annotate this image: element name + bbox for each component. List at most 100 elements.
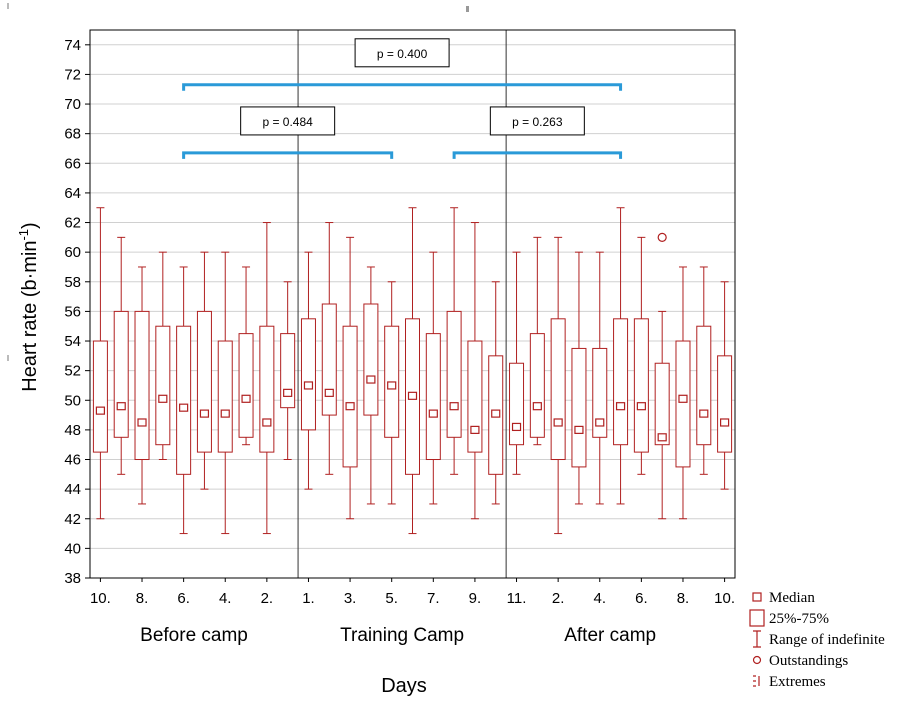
y-tick-label: 38 xyxy=(64,570,81,587)
significance-bracket: p = 0.484 xyxy=(182,106,394,159)
y-axis-title: Heart rate (b·min-1) xyxy=(16,222,41,391)
box-27 xyxy=(633,236,649,475)
box-7 xyxy=(217,251,233,535)
box-iqr xyxy=(217,340,233,453)
box-iqr xyxy=(155,325,171,446)
box-8 xyxy=(238,266,254,446)
box-13 xyxy=(342,236,358,520)
median-marker xyxy=(179,403,189,412)
legend-range-symbol xyxy=(753,630,761,648)
median-marker xyxy=(615,402,626,411)
box-28 xyxy=(654,232,670,520)
x-tick-label: 2. xyxy=(552,590,565,607)
box-iqr xyxy=(363,303,379,416)
box-24 xyxy=(571,251,587,505)
box-iqr xyxy=(550,318,566,461)
y-tick-label: 56 xyxy=(64,303,81,320)
box-3 xyxy=(134,266,150,505)
bracket-line xyxy=(452,151,623,159)
y-tick-label: 68 xyxy=(64,126,81,143)
bracket-line xyxy=(182,83,623,91)
median-marker xyxy=(137,418,147,427)
y-tick-label: 58 xyxy=(64,274,81,291)
box-iqr xyxy=(196,310,212,453)
outlier-point xyxy=(657,232,667,242)
box-iqr xyxy=(176,325,192,475)
legend-item-range: Range of indefinite xyxy=(753,630,885,648)
box-iqr xyxy=(488,355,504,475)
x-tick-label: 8. xyxy=(136,590,149,607)
corner-handle-mark xyxy=(7,3,9,9)
legend-item-extreme: Extremes xyxy=(753,674,826,690)
box-12 xyxy=(321,222,337,475)
box-iqr xyxy=(134,310,150,461)
median-marker xyxy=(158,394,168,403)
p-value-box xyxy=(240,106,336,136)
box-30 xyxy=(696,266,712,475)
plot-frame xyxy=(89,29,736,579)
box-15 xyxy=(384,281,400,505)
box-5 xyxy=(176,266,192,535)
box-25 xyxy=(592,251,608,505)
y-axis-ticks: 38 40 42 44 46 48 50 52 54 56 58 60 62 64 66 68 70 72 74 xyxy=(64,37,90,587)
box-16 xyxy=(405,207,420,535)
p-value-label: p = 0.484 xyxy=(262,115,313,129)
significance-bracket: p = 0.400 xyxy=(182,38,623,91)
box-6 xyxy=(196,251,212,490)
median-marker xyxy=(511,422,522,432)
p-value-box xyxy=(354,38,450,68)
y-tick-label: 52 xyxy=(64,363,81,380)
top-handle-mark xyxy=(466,6,469,12)
box-10 xyxy=(280,281,296,461)
y-axis-title-tail: ) xyxy=(19,222,41,229)
box-18 xyxy=(446,207,462,475)
significance-annotations: p = 0.400 p = 0.484 p = 0.263 xyxy=(182,38,623,159)
y-tick-label: 50 xyxy=(64,392,81,409)
box-14 xyxy=(363,266,379,505)
y-tick-label: 66 xyxy=(64,155,81,172)
median-marker xyxy=(428,409,438,418)
box-26 xyxy=(613,207,629,505)
box-17 xyxy=(425,251,441,505)
box-series xyxy=(92,207,733,535)
x-tick-label: 8. xyxy=(677,590,690,607)
group-labels: Before camp Training Camp After camp xyxy=(140,625,656,646)
box-iqr xyxy=(571,347,587,468)
box-iqr xyxy=(238,333,254,438)
x-tick-label: 4. xyxy=(219,590,232,607)
box-20 xyxy=(488,281,504,505)
box-iqr xyxy=(675,340,691,468)
x-tick-label: 10. xyxy=(714,590,735,607)
median-marker xyxy=(491,409,501,418)
box-iqr xyxy=(321,303,337,416)
legend-median-symbol xyxy=(752,592,762,602)
y-tick-label: 64 xyxy=(64,185,81,202)
box-iqr xyxy=(92,340,108,453)
median-marker xyxy=(95,406,106,415)
median-marker xyxy=(407,391,418,400)
y-tick-label: 62 xyxy=(64,215,81,232)
bracket-line xyxy=(182,151,394,159)
median-marker xyxy=(636,402,646,411)
legend-label: Extremes xyxy=(769,674,826,690)
median-marker xyxy=(116,402,126,411)
median-marker xyxy=(366,375,376,384)
y-tick-label: 70 xyxy=(64,96,81,113)
x-tick-label: 6. xyxy=(635,590,648,607)
box-iqr xyxy=(113,310,129,438)
legend-label: Median xyxy=(769,590,815,606)
median-marker xyxy=(574,425,584,434)
legend-outlier-symbol xyxy=(752,655,762,665)
box-iqr xyxy=(509,362,525,446)
x-tick-label: 9. xyxy=(469,590,482,607)
median-marker xyxy=(553,418,563,427)
box-iqr xyxy=(259,325,275,453)
median-marker xyxy=(699,409,709,418)
box-iqr xyxy=(529,333,545,438)
x-axis-title: Days xyxy=(381,675,427,697)
x-tick-label: 10. xyxy=(90,590,111,607)
median-marker xyxy=(262,418,272,427)
box-iqr xyxy=(467,340,483,453)
box-4 xyxy=(155,251,171,461)
box-iqr xyxy=(405,318,420,475)
